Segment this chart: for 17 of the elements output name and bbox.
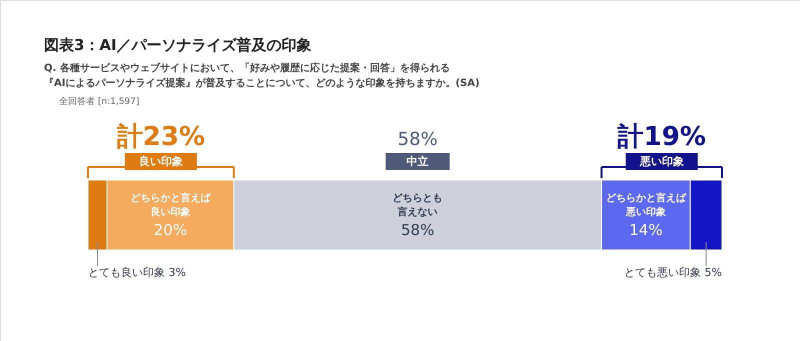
chart-title: 図表3：AI／パーソナライズ普及の印象 (44, 36, 312, 54)
text: 中立 (406, 155, 429, 168)
series-label: どちらかと言えば良い印象 (130, 192, 212, 218)
text: 全回答者 [n:1,597] (59, 96, 140, 107)
text: 計23% (116, 122, 206, 152)
data-label: 14% (629, 221, 663, 239)
text: 悪い印象 (638, 155, 684, 168)
data-label: 58% (401, 221, 434, 239)
text: とても良い印象 3% (88, 266, 186, 279)
text: 計19% (616, 122, 706, 152)
text: 58% (398, 129, 438, 150)
chart-subtitle: Q. 各種サービスやウェブサイトにおいて、「好みや履歴に応じた提案・回答」を得られる『AIによるパーソナライズ提案』が普及することについて、どのような印象を持ちますか。(SA) (44, 62, 480, 89)
text: 良い印象 (138, 155, 183, 168)
series-label: どちらかと言えば悪い印象 (606, 192, 687, 218)
text: とても悪い印象 5% (624, 266, 722, 279)
data-label: 20% (154, 221, 188, 239)
series-label: どちらとも言えない (392, 193, 443, 218)
